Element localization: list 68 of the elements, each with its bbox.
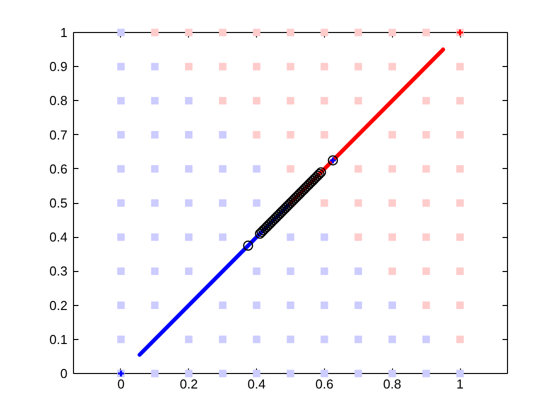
point <box>286 96 294 104</box>
point <box>252 28 260 36</box>
x-tick-label: 0.8 <box>383 376 402 392</box>
point <box>218 62 226 70</box>
point <box>243 240 254 251</box>
point <box>456 302 464 310</box>
point <box>286 62 294 70</box>
point <box>185 28 193 36</box>
point <box>320 199 328 207</box>
point <box>388 28 396 36</box>
point <box>252 131 260 139</box>
point <box>422 267 430 275</box>
point <box>218 96 226 104</box>
y-tick-label: 0.2 <box>49 298 68 313</box>
point <box>422 302 430 310</box>
point <box>354 199 362 207</box>
point <box>456 267 464 275</box>
point <box>422 131 430 139</box>
point <box>354 233 362 241</box>
point <box>286 28 294 36</box>
y-tick-label: 0.4 <box>49 230 68 245</box>
y-tick-label: 0.1 <box>49 332 68 347</box>
y-tick-label: 0.8 <box>49 93 68 108</box>
point <box>354 96 362 104</box>
x-tick-label: 0.2 <box>180 376 198 392</box>
point <box>286 165 294 173</box>
point <box>456 336 464 344</box>
point <box>320 96 328 104</box>
point <box>218 28 226 36</box>
x-tick-label: 0.6 <box>315 376 334 392</box>
point <box>388 165 396 173</box>
point <box>320 131 328 139</box>
point <box>456 62 464 70</box>
point <box>388 233 396 241</box>
point <box>185 62 193 70</box>
y-tick-label: 0 <box>60 366 68 381</box>
point <box>252 96 260 104</box>
point <box>252 62 260 70</box>
point <box>422 28 430 36</box>
point <box>422 96 430 104</box>
point <box>422 233 430 241</box>
y-tick-label: 0.5 <box>49 196 68 210</box>
point <box>456 233 464 241</box>
point <box>320 62 328 70</box>
y-tick-label: 1 <box>60 25 68 40</box>
x-tick-label: 0.4 <box>248 376 266 392</box>
point <box>456 96 464 104</box>
point <box>354 28 362 36</box>
point <box>388 131 396 139</box>
y-tick-label: 0.6 <box>49 161 68 176</box>
point <box>456 131 464 139</box>
point <box>320 28 328 36</box>
point <box>456 199 464 207</box>
point <box>388 199 396 207</box>
point <box>422 199 430 207</box>
point <box>286 131 294 139</box>
x-tick-label: 1 <box>456 376 464 392</box>
y-tick-label: 0.7 <box>49 127 68 142</box>
point <box>388 62 396 70</box>
point <box>388 267 396 275</box>
point <box>422 165 430 173</box>
x-tick-label: 0 <box>117 376 125 392</box>
point <box>354 62 362 70</box>
point <box>456 165 464 173</box>
point <box>354 165 362 173</box>
y-tick-label: 0.3 <box>49 264 68 279</box>
point <box>151 28 159 36</box>
y-tick-label: 0.9 <box>49 59 68 74</box>
